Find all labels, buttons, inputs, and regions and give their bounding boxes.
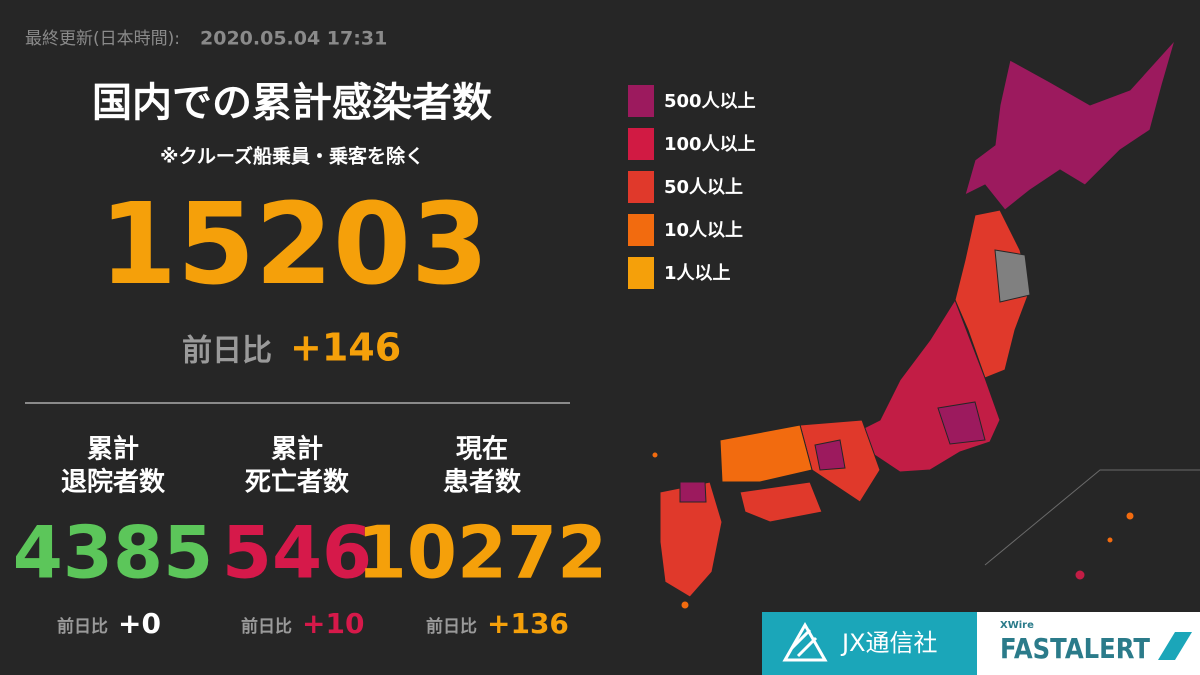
legend-label: 500人以上 [664,91,756,112]
map-region [659,481,723,598]
product-small: XWire [1000,620,1034,631]
stat-label: 累計 [271,434,323,465]
map-inset-line [984,469,1200,566]
stat-label: 患者数 [443,468,522,498]
stat-diff-label: 前日比 [241,616,292,637]
map-island [1125,511,1135,521]
total-diff-label: 前日比 [182,334,272,369]
legend-label: 1人以上 [664,263,731,284]
legend: 500人以上 100人以上 50人以上 10人以上 1人以上 [628,85,756,289]
map-region [739,481,823,523]
stat-value: 546 [222,511,372,595]
updated-label: 最終更新(日本時間): [25,29,180,49]
stat-label: 死亡者数 [245,467,350,498]
map-region [994,249,1031,303]
map-region [814,439,846,471]
brand-icon [782,621,828,662]
total-subtitle: ※クルーズ船乗員・乗客を除く [160,145,424,168]
legend-swatch [628,257,654,289]
product-name: FASTALERT [1000,632,1150,665]
legend-label: 50人以上 [664,177,743,198]
total-diff: +146 [290,326,401,370]
legend-swatch [628,171,654,203]
total-title: 国内での累計感染者数 [92,80,492,126]
map-island [1074,569,1086,581]
legend-swatch [628,214,654,246]
stat-label: 退院者数 [61,467,166,498]
stat-value: 4385 [13,511,213,595]
legend-swatch [628,85,654,117]
map-region [954,209,1031,379]
map-region [937,401,986,445]
product-box [977,612,1200,675]
stat-value: 10272 [357,511,608,595]
legend-swatch [628,128,654,160]
map-island [680,600,690,610]
total-value: 15203 [99,180,489,310]
map-island [651,451,659,459]
stat-diff-label: 前日比 [57,616,108,637]
map-region [679,481,707,503]
stat-diff-label: 前日比 [426,616,477,637]
stat-label: 現在 [456,435,508,465]
stat-diff: +136 [487,607,569,640]
stat-diff: +0 [118,607,161,640]
map-region [964,39,1176,211]
map-island [1106,536,1114,544]
legend-label: 10人以上 [664,220,743,241]
legend-label: 100人以上 [664,134,756,155]
updated-time: 2020.05.04 17:31 [200,28,387,50]
product-icon [1158,632,1192,660]
stat-diff: +10 [302,607,364,640]
stat-label: 累計 [87,434,139,465]
map-region [719,424,813,483]
brand-name: JX通信社 [840,629,938,657]
japan-map [651,39,1176,610]
